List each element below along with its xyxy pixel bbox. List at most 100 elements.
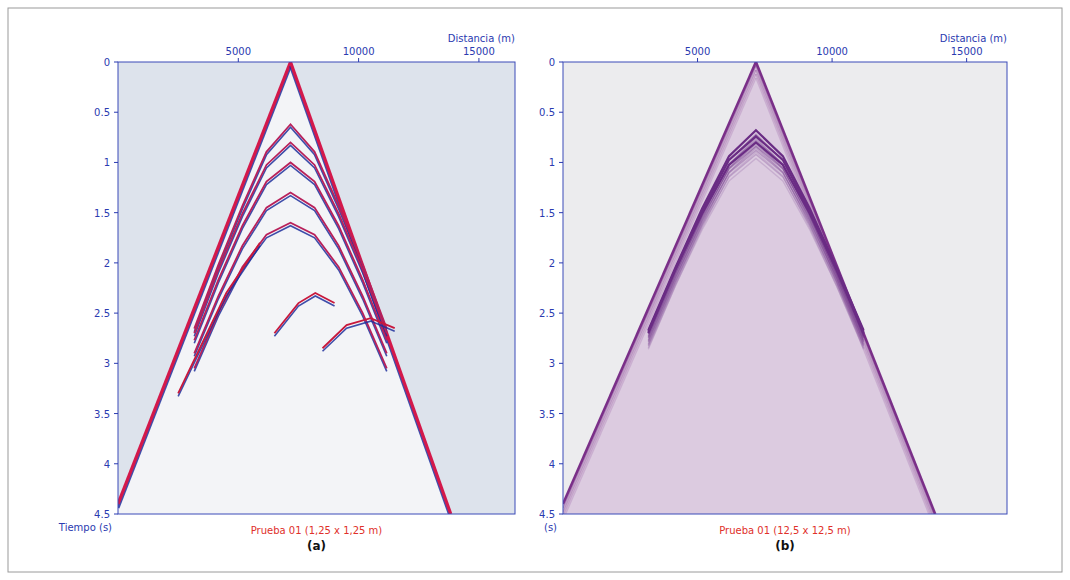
y-tick-label: 4.5 xyxy=(94,509,110,520)
event-group xyxy=(648,136,863,347)
y-tick-label: 4 xyxy=(104,459,110,470)
y-axis-label: Tiempo (s) xyxy=(58,522,112,533)
x-tick-label: 15000 xyxy=(951,46,983,57)
plot-background xyxy=(118,62,515,514)
event-line xyxy=(194,162,386,340)
figure: 50001000015000Distancia (m)00.511.522.53… xyxy=(0,0,1070,580)
event-group xyxy=(274,293,334,336)
y-tick xyxy=(559,313,563,314)
event-group xyxy=(194,223,386,372)
event-ringing xyxy=(648,146,863,337)
event-group xyxy=(648,130,863,346)
y-tick xyxy=(559,262,563,263)
y-tick-label: 4.5 xyxy=(539,509,555,520)
plot-frame xyxy=(563,62,1007,514)
event-trough xyxy=(194,196,386,357)
event-ringing xyxy=(648,140,863,335)
y-tick-label: 4 xyxy=(549,459,555,470)
event-ringing xyxy=(563,70,756,512)
panel-title: Prueba 01 (12,5 x 12,5 m) xyxy=(719,525,851,536)
y-tick xyxy=(559,212,563,213)
event-trough xyxy=(323,321,395,351)
panel-title: Prueba 01 (1,25 x 1,25 m) xyxy=(251,525,383,536)
event-ringing xyxy=(648,134,863,334)
y-tick xyxy=(559,514,563,515)
panel: 50001000015000Distancia (m)00.511.522.53… xyxy=(58,33,515,553)
x-tick-label: 10000 xyxy=(343,46,375,57)
figure-border xyxy=(8,8,1062,572)
y-tick xyxy=(114,162,118,163)
y-tick xyxy=(559,112,563,113)
y-tick-label: 2 xyxy=(549,258,555,269)
event-group xyxy=(178,243,260,397)
event-line xyxy=(648,136,863,331)
plot-area xyxy=(563,62,935,514)
y-tick-label: 0 xyxy=(104,57,110,68)
y-tick-label: 1 xyxy=(104,157,110,168)
event-ringing xyxy=(563,66,756,508)
y-tick xyxy=(114,62,118,63)
plot-background xyxy=(563,62,1007,514)
x-tick xyxy=(966,58,967,62)
x-tick xyxy=(832,58,833,62)
y-tick xyxy=(114,262,118,263)
event-line xyxy=(648,130,863,330)
event-ringing xyxy=(648,142,863,342)
y-tick xyxy=(114,112,118,113)
y-tick xyxy=(114,413,118,414)
y-tick xyxy=(559,62,563,63)
y-tick-label: 3 xyxy=(104,358,110,369)
event-ringing xyxy=(648,138,863,338)
event-ringing xyxy=(648,144,863,339)
y-tick xyxy=(559,162,563,163)
x-axis-label: Distancia (m) xyxy=(448,33,515,44)
event-group xyxy=(194,162,386,343)
y-tick-label: 0.5 xyxy=(539,107,555,118)
event-trough xyxy=(274,296,334,336)
event-ringing xyxy=(648,154,863,345)
panel: 50001000015000Distancia (m)00.511.522.53… xyxy=(539,33,1007,553)
event-ringing xyxy=(648,150,863,341)
y-tick-label: 3.5 xyxy=(539,409,555,420)
event-ringing xyxy=(563,74,756,514)
y-tick xyxy=(559,463,563,464)
wavefield-cone xyxy=(118,62,451,514)
panel-letter: (b) xyxy=(775,539,795,553)
x-axis-label: Distancia (m) xyxy=(940,33,1007,44)
panel-letter: (a) xyxy=(307,539,326,553)
x-tick xyxy=(697,58,698,62)
event-ringing xyxy=(648,158,863,349)
event-group xyxy=(648,142,863,349)
y-tick-label: 2.5 xyxy=(94,308,110,319)
y-tick-label: 0.5 xyxy=(94,107,110,118)
event-group xyxy=(323,318,395,351)
wavefield-cone xyxy=(563,62,935,514)
y-tick-label: 1.5 xyxy=(539,208,555,219)
event-ringing xyxy=(648,148,863,343)
event-line xyxy=(274,293,334,333)
y-tick-label: 2.5 xyxy=(539,308,555,319)
y-tick-label: 0 xyxy=(549,57,555,68)
event-line xyxy=(194,193,386,354)
x-tick-label: 5000 xyxy=(685,46,710,57)
x-tick xyxy=(478,58,479,62)
event-line xyxy=(323,318,395,348)
y-tick xyxy=(114,463,118,464)
plot-frame xyxy=(118,62,515,514)
event-trough xyxy=(178,246,260,397)
event-group xyxy=(563,62,756,514)
y-tick xyxy=(114,363,118,364)
x-tick xyxy=(358,58,359,62)
plot-area xyxy=(118,62,451,514)
event-line xyxy=(178,243,260,394)
y-tick-label: 1.5 xyxy=(94,208,110,219)
event-group xyxy=(194,193,386,357)
x-tick-label: 5000 xyxy=(226,46,251,57)
y-axis-label: (s) xyxy=(544,522,557,533)
event-ringing xyxy=(648,146,863,346)
y-tick xyxy=(114,514,118,515)
event-line xyxy=(118,62,291,504)
y-tick-label: 1 xyxy=(549,157,555,168)
event-line xyxy=(563,62,756,504)
x-tick xyxy=(238,58,239,62)
